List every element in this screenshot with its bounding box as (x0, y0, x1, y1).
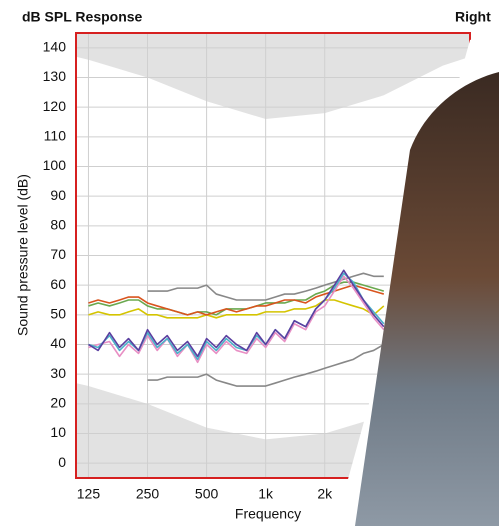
y-tick-label: 50 (50, 306, 66, 322)
y-tick-label: 30 (50, 365, 66, 381)
y-tick-label: 100 (43, 157, 67, 173)
x-axis-label: Frequency (235, 506, 301, 522)
y-tick-label: 120 (43, 98, 67, 114)
y-tick-label: 40 (50, 335, 66, 351)
y-tick-label: 70 (50, 246, 66, 262)
series-line (88, 273, 383, 359)
x-tick-label: 500 (195, 486, 219, 502)
y-tick-label: 140 (43, 39, 67, 55)
y-tick-label: 60 (50, 276, 66, 292)
side-label: Right (455, 9, 491, 25)
x-tick-label: 250 (136, 486, 160, 502)
x-tick-label: 125 (77, 486, 101, 502)
y-axis-label: Sound pressure level (dB) (15, 174, 31, 336)
y-tick-label: 20 (50, 395, 66, 411)
y-tick-label: 10 (50, 424, 66, 440)
y-tick-label: 90 (50, 187, 66, 203)
y-tick-label: 110 (44, 128, 67, 144)
y-tick-label: 0 (58, 454, 66, 470)
photo (355, 72, 499, 526)
x-tick-label: 2k (317, 486, 333, 502)
x-tick-label: 1k (258, 486, 274, 502)
y-tick-label: 130 (43, 68, 67, 84)
chart-title: dB SPL Response (22, 9, 143, 25)
tolerance-band (76, 33, 470, 119)
chart: dB SPL Response Right Sound pressure lev… (0, 0, 499, 526)
y-tick-label: 80 (50, 217, 66, 233)
